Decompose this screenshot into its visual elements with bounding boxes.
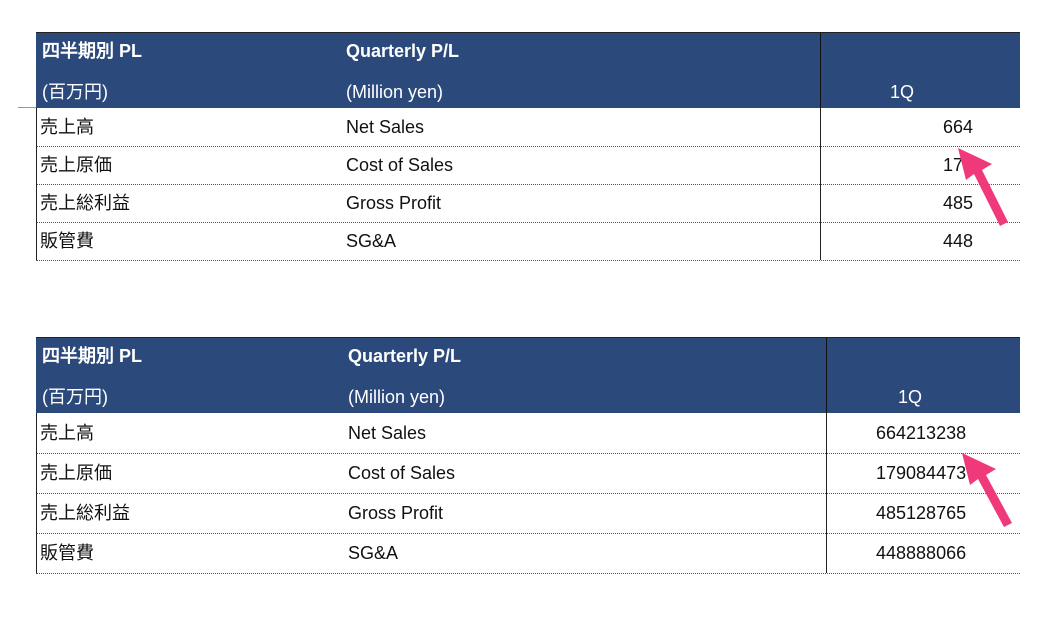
label-cell: Cost of Sales bbox=[346, 155, 454, 175]
row-border bbox=[36, 493, 1020, 494]
label-cell: 売上高 bbox=[40, 423, 94, 443]
header-cell: (百万円) bbox=[42, 82, 108, 102]
header-cell: 四半期別 PL bbox=[42, 346, 143, 366]
label-cell: Cost of Sales bbox=[348, 463, 456, 483]
left-border bbox=[36, 108, 37, 260]
label-cell: 売上高 bbox=[40, 117, 94, 137]
label-cell: Net Sales bbox=[348, 423, 427, 443]
value-cell: 448 bbox=[942, 231, 973, 251]
header-divider bbox=[826, 337, 827, 413]
label-cell: 売上原価 bbox=[40, 155, 112, 175]
label-cell: 販管費 bbox=[40, 231, 94, 251]
header-cell: 1Q bbox=[898, 387, 923, 407]
header-band bbox=[36, 32, 1020, 108]
row-border bbox=[36, 184, 1020, 185]
header-cell: (Million yen) bbox=[348, 387, 446, 407]
header-cell: (Million yen) bbox=[346, 82, 444, 102]
label-cell: Gross Profit bbox=[348, 503, 444, 523]
value-cell: 485 bbox=[942, 193, 973, 213]
value-cell: 448888066 bbox=[876, 543, 967, 563]
header-band bbox=[36, 337, 1020, 413]
row-border bbox=[36, 573, 1020, 574]
row-border bbox=[36, 146, 1020, 147]
col-border bbox=[820, 108, 821, 260]
header-cell: Quarterly P/L bbox=[348, 346, 462, 366]
label-cell: 売上原価 bbox=[40, 463, 112, 483]
header-cell: 四半期別 PL bbox=[42, 41, 143, 61]
row-border bbox=[36, 222, 1020, 223]
header-divider bbox=[820, 32, 821, 108]
value-cell: 179084473 bbox=[876, 463, 967, 483]
header-cell: (百万円) bbox=[42, 387, 108, 407]
left-border bbox=[36, 413, 37, 573]
value-cell: 664213238 bbox=[876, 423, 967, 443]
row-border bbox=[36, 533, 1020, 534]
label-cell: Net Sales bbox=[346, 117, 425, 137]
value-cell: 664 bbox=[942, 117, 973, 137]
header-top bbox=[36, 32, 1020, 33]
label-cell: SG&A bbox=[346, 231, 397, 251]
header-top bbox=[36, 337, 1020, 338]
label-cell: Gross Profit bbox=[346, 193, 442, 213]
sheet-edge bbox=[18, 107, 36, 108]
value-cell: 485128765 bbox=[876, 503, 967, 523]
label-cell: 販管費 bbox=[40, 543, 94, 563]
row-border bbox=[36, 260, 1020, 261]
arrow bbox=[958, 148, 1012, 527]
label-cell: 売上総利益 bbox=[40, 193, 130, 213]
col-border bbox=[826, 413, 827, 573]
label-cell: SG&A bbox=[348, 543, 399, 563]
row-border bbox=[36, 453, 1020, 454]
header-cell: Quarterly P/L bbox=[346, 41, 460, 61]
header-cell: 1Q bbox=[890, 82, 915, 102]
label-cell: 売上総利益 bbox=[40, 503, 130, 523]
